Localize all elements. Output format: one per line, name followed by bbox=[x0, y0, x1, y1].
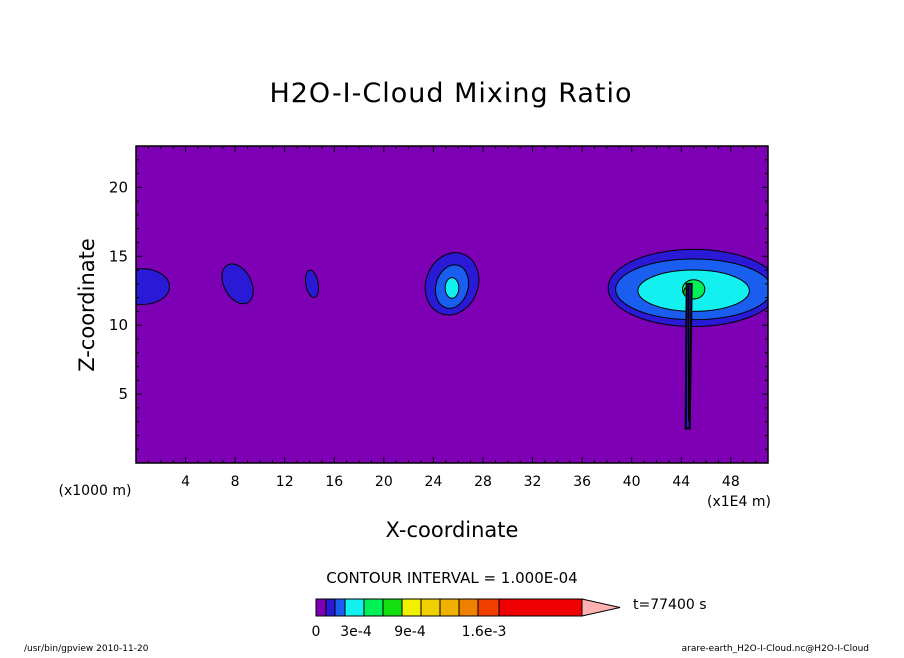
colorbar-swatch bbox=[401, 598, 422, 617]
colorbar: 0 3e-4 9e-4 1.6e-3 bbox=[312, 598, 621, 640]
contour-cloud-x8 bbox=[221, 263, 254, 305]
x-tick-label: 24 bbox=[424, 474, 442, 490]
y-tick-label: 20 bbox=[109, 178, 128, 196]
footer-right: arare-earth_H2O-I-Cloud.nc@H2O-I-Cloud bbox=[682, 644, 869, 654]
contour-cloud-x25-inner bbox=[444, 277, 460, 299]
x-axis-label: X-coordinate bbox=[386, 518, 519, 542]
contour-fills bbox=[136, 248, 768, 430]
colorbar-label: 3e-4 bbox=[340, 624, 372, 640]
y-tick-label: 10 bbox=[109, 316, 128, 334]
colorbar-swatch bbox=[458, 598, 479, 617]
colorbar-swatch bbox=[498, 598, 583, 617]
x-tick-label: 44 bbox=[672, 474, 690, 490]
y-axis-label: Z-coordinate bbox=[75, 238, 99, 372]
x-unit-label: (x1E4 m) bbox=[707, 494, 771, 510]
colorbar-swatch bbox=[325, 598, 336, 617]
colorbar-swatch bbox=[315, 598, 327, 617]
colorbar-swatch bbox=[344, 598, 365, 617]
colorbar-arrow bbox=[581, 598, 621, 617]
colorbar-label: 0 bbox=[312, 624, 321, 640]
contour-cloud-x14 bbox=[304, 269, 320, 298]
x-tick-label: 20 bbox=[375, 474, 393, 490]
x-tick-label: 48 bbox=[722, 474, 740, 490]
x-tick-label: 16 bbox=[325, 474, 343, 490]
x-tick-label: 32 bbox=[524, 474, 542, 490]
x-tick-label: 40 bbox=[623, 474, 641, 490]
y-unit-label: (x1000 m) bbox=[59, 483, 132, 499]
y-tick-label: 5 bbox=[118, 385, 128, 403]
colorbar-swatch bbox=[420, 598, 441, 617]
time-label: t=77400 s bbox=[633, 597, 707, 613]
y-tick-label: 15 bbox=[109, 247, 128, 265]
x-tick-label: 4 bbox=[181, 474, 190, 490]
colorbar-swatch bbox=[363, 598, 384, 617]
colorbar-swatch bbox=[477, 598, 500, 617]
x-tick-label: 36 bbox=[573, 474, 591, 490]
contour-left-edge-cloud bbox=[136, 268, 170, 305]
x-tick-label: 28 bbox=[474, 474, 492, 490]
colorbar-label: 1.6e-3 bbox=[462, 624, 507, 640]
colorbar-label: 9e-4 bbox=[394, 624, 426, 640]
chart-title: H2O-I-Cloud Mixing Ratio bbox=[269, 78, 632, 109]
colorbar-swatch bbox=[382, 598, 403, 617]
axis-ticks bbox=[136, 146, 768, 463]
colorbar-swatch bbox=[334, 598, 346, 617]
colorbar-swatch bbox=[439, 598, 460, 617]
x-tick-label: 12 bbox=[276, 474, 294, 490]
plot-frame bbox=[135, 145, 769, 464]
contour-interval-text: CONTOUR INTERVAL = 1.000E-04 bbox=[326, 569, 577, 587]
footer-left: /usr/bin/gpview 2010-11-20 bbox=[24, 644, 149, 654]
x-tick-label: 8 bbox=[231, 474, 240, 490]
